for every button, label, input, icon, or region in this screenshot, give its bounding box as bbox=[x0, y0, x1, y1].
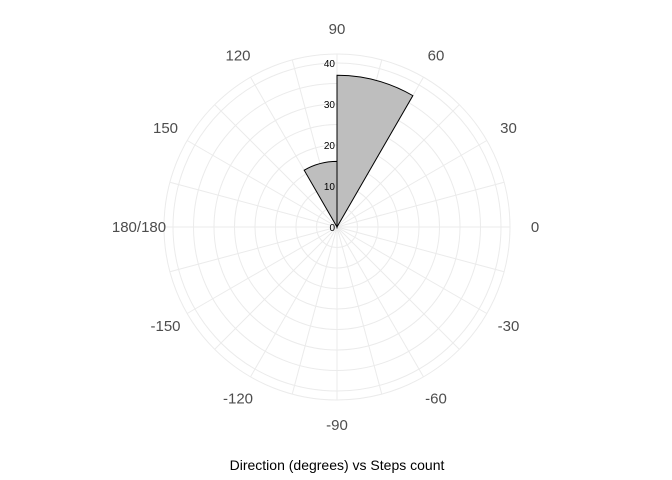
grid-spoke bbox=[336, 226, 383, 395]
angle-tick-label: 30 bbox=[500, 120, 517, 137]
grid-spoke bbox=[336, 226, 424, 378]
angle-tick-label: -60 bbox=[425, 391, 447, 408]
angle-tick-label: -90 bbox=[326, 417, 348, 434]
angle-tick-label: 0 bbox=[531, 219, 539, 236]
bar-wedge bbox=[336, 74, 414, 229]
grid-spoke bbox=[250, 226, 338, 378]
radial-tick-labels: 0 10 20 30 40 bbox=[324, 59, 336, 234]
grid-spoke bbox=[186, 226, 338, 314]
radial-tick-label: 0 bbox=[329, 223, 335, 234]
angle-tick-label: -150 bbox=[150, 318, 180, 335]
grid-spoke bbox=[169, 226, 338, 273]
chart-caption: Direction (degrees) vs Steps count bbox=[230, 457, 445, 473]
grid-spoke bbox=[336, 226, 505, 273]
bar-wedge bbox=[303, 160, 338, 229]
angle-tick-label: 180/180 bbox=[112, 219, 166, 236]
angle-tick-label: 90 bbox=[329, 21, 346, 38]
grid-spoke bbox=[336, 226, 488, 314]
chart-bars bbox=[303, 74, 414, 229]
grid-spoke bbox=[291, 226, 338, 395]
grid-spoke bbox=[214, 104, 338, 228]
angle-tick-label: 120 bbox=[225, 48, 250, 65]
grid-spoke bbox=[186, 140, 338, 228]
grid-spoke bbox=[169, 181, 338, 228]
angle-tick-label: -120 bbox=[223, 391, 253, 408]
grid-spoke bbox=[336, 104, 460, 228]
radial-tick-label: 10 bbox=[324, 182, 336, 193]
grid-spoke bbox=[336, 140, 488, 228]
polar-grid bbox=[163, 53, 511, 401]
angle-tick-label: -30 bbox=[498, 318, 520, 335]
radial-tick-label: 40 bbox=[324, 59, 336, 70]
angle-tick-label: 150 bbox=[153, 120, 178, 137]
grid-spoke bbox=[336, 226, 460, 350]
grid-spoke bbox=[214, 226, 338, 350]
angle-tick-labels: 0 30 60 90 120 150 180/180 -150 -120 -90 -60 -30 bbox=[112, 21, 539, 434]
angle-tick-label: 60 bbox=[428, 48, 445, 65]
radial-tick-label: 30 bbox=[324, 100, 336, 111]
radial-tick-label: 20 bbox=[324, 141, 336, 152]
grid-spoke bbox=[336, 181, 505, 228]
